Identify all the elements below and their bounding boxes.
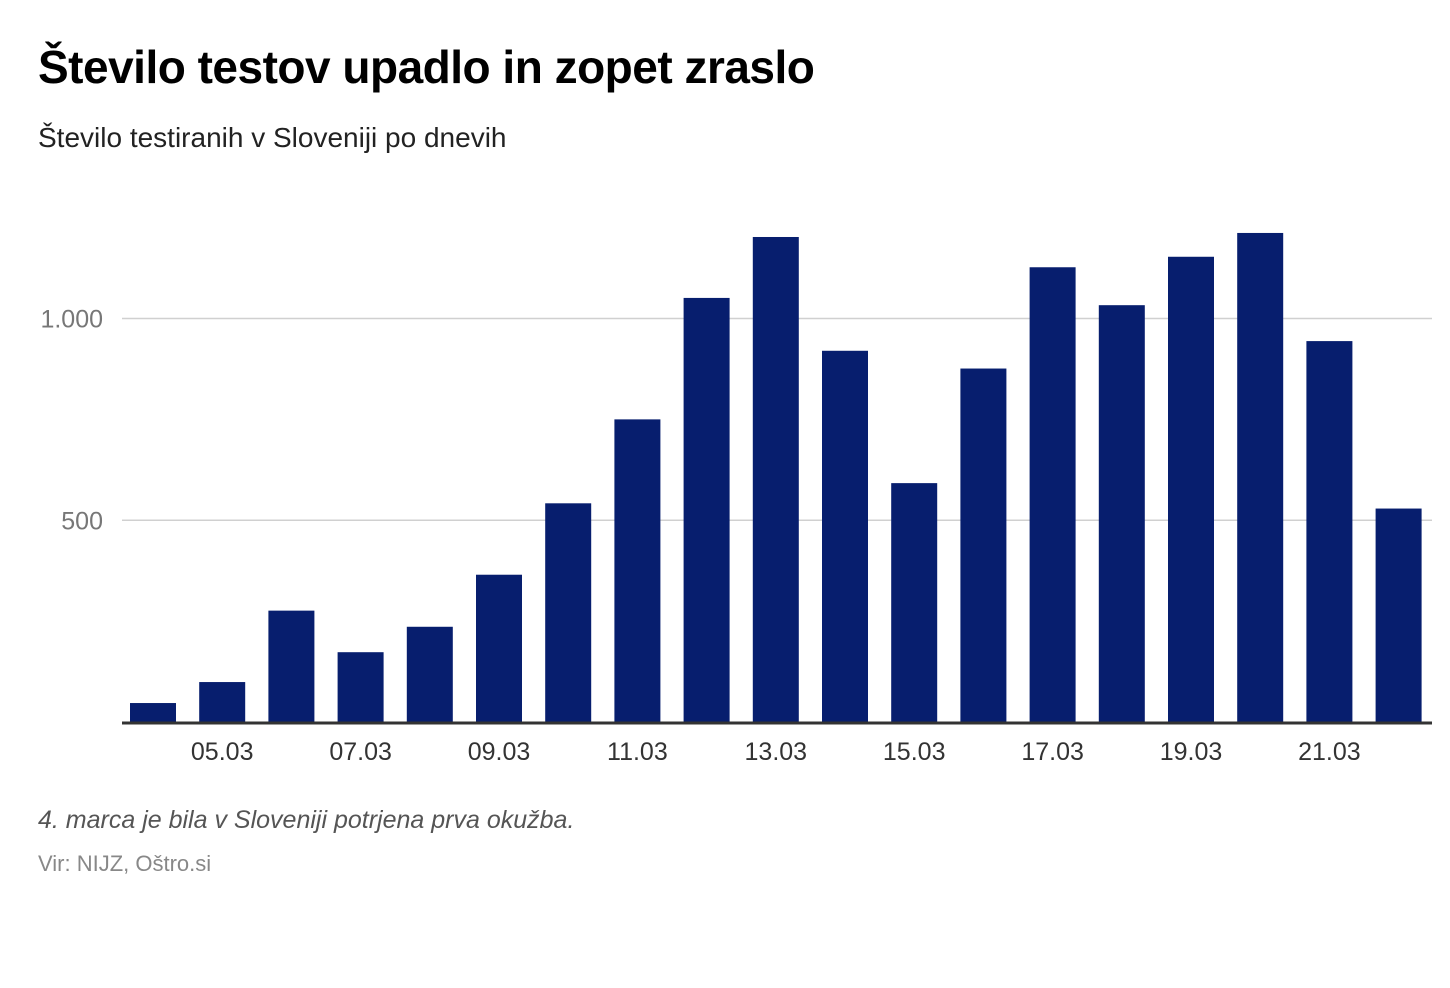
source-credit: Vir: NIJZ, Oštro.si	[38, 851, 212, 876]
bar-11.03[interactable]	[614, 419, 661, 722]
chart-title: Število testov upadlo in zopet zraslo	[38, 41, 815, 93]
bar-16.03[interactable]	[960, 368, 1007, 722]
bar-14.03[interactable]	[822, 350, 868, 722]
bar-13.03[interactable]	[752, 236, 799, 723]
x-tick-label: 13.03	[745, 738, 808, 766]
y-tick-label: 1.000	[40, 306, 103, 334]
footnote: 4. marca je bila v Sloveniji potrjena pr…	[38, 806, 575, 834]
x-tick-label: 05.03	[191, 738, 254, 766]
x-tick-label: 15.03	[883, 738, 946, 766]
bar-05.03[interactable]	[199, 682, 246, 722]
bar-07.03[interactable]	[337, 652, 384, 722]
bars	[130, 232, 1422, 723]
bar-10.03[interactable]	[545, 503, 592, 722]
bar-09.03[interactable]	[476, 574, 522, 722]
axes: 500 1.000 05.03 07.03 09.03 11.03 13.03 15.03 17…	[40, 306, 1432, 766]
bar-04.03[interactable]	[130, 703, 176, 722]
bar-15.03[interactable]	[891, 483, 938, 722]
x-tick-label: 07.03	[329, 738, 392, 766]
bar-08.03[interactable]	[406, 626, 453, 722]
bar-18.03[interactable]	[1098, 305, 1145, 722]
chart-subtitle: Število testiranih v Sloveniji po dnevih	[38, 122, 507, 153]
x-tick-label: 19.03	[1160, 738, 1223, 766]
bar-19.03[interactable]	[1168, 256, 1214, 722]
bar-06.03[interactable]	[268, 610, 315, 722]
bar-17.03[interactable]	[1029, 267, 1076, 722]
bar-12.03[interactable]	[683, 297, 730, 722]
bar-21.03[interactable]	[1306, 341, 1353, 722]
x-tick-label: 09.03	[468, 738, 531, 766]
bar-chart: 500 1.000 05.03 07.03 09.03 11.03 13.03 15.03 17…	[40, 232, 1432, 766]
bar-20.03[interactable]	[1237, 232, 1284, 722]
x-tick-label: 11.03	[607, 738, 668, 766]
y-tick-label: 500	[61, 507, 103, 535]
x-tick-label: 21.03	[1298, 738, 1361, 766]
bar-22.03[interactable]	[1375, 508, 1422, 722]
x-tick-label: 17.03	[1021, 738, 1084, 766]
